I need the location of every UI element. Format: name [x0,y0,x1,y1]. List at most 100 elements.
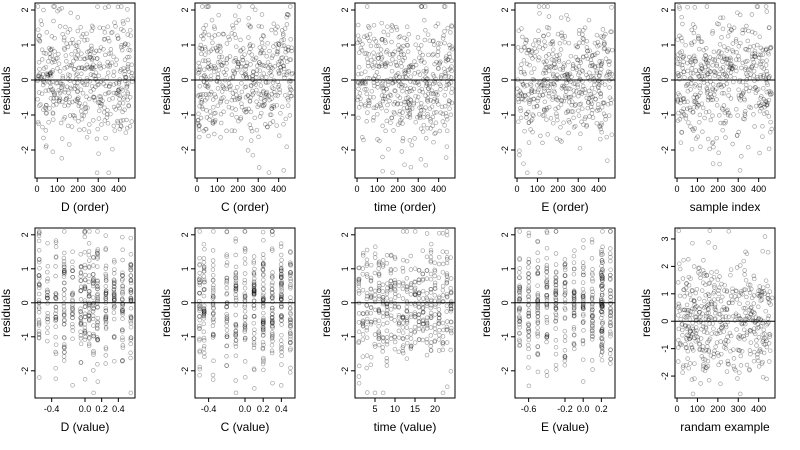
data-point [279,55,284,61]
data-point [749,12,755,17]
data-point [522,84,527,89]
data-point [384,342,390,347]
data-point [744,362,750,368]
data-point [84,82,90,88]
data-point [444,303,450,309]
data-point [256,134,261,140]
data-point [240,46,246,51]
data-point [201,241,207,247]
data-point [449,90,454,95]
data-point [565,74,570,79]
data-point [404,289,410,294]
data-point [364,87,369,92]
data-point [284,12,290,17]
data-point [556,59,562,64]
data-point [52,35,57,41]
data-point [84,94,89,100]
data-point [689,60,694,65]
data-point [444,114,449,119]
data-point [279,353,284,359]
data-point [588,63,593,69]
data-point [372,288,378,294]
data-point [93,64,98,69]
data-point [553,326,558,331]
data-point [86,252,92,258]
y-tick-label: -2 [660,146,670,154]
data-point [77,65,82,71]
data-point [552,89,557,95]
data-point [407,115,413,120]
data-point [91,95,96,100]
data-point [380,98,386,104]
y-tick-label: 1 [180,266,190,271]
data-point [224,285,230,291]
data-point [95,100,101,105]
data-point [195,121,201,126]
data-point [248,95,253,100]
data-point [711,326,716,331]
data-point [425,32,431,37]
data-point [396,43,401,48]
data-point [70,383,75,388]
data-point [428,333,434,338]
data-point [212,131,217,137]
data-point [376,294,382,299]
data-point [115,88,121,93]
data-point [726,93,731,98]
data-point [445,25,451,31]
data-point [418,111,423,117]
data-point [447,54,452,60]
data-point [198,92,204,97]
data-point [435,21,441,26]
data-point [214,78,220,84]
data-point [762,234,768,239]
data-point [77,56,83,62]
data-point [766,146,772,152]
data-point [676,110,681,116]
data-point [111,82,117,87]
data-point [41,135,46,141]
data-point [524,115,529,120]
data-point [62,89,68,95]
data-point [264,54,269,59]
data-point [596,63,601,69]
data-point [74,84,80,89]
data-point [751,44,757,49]
data-point [517,152,522,158]
data-point [113,107,118,112]
data-point [526,354,532,360]
x-tick-label: 0.2 [95,404,108,414]
data-point [280,63,286,69]
data-point [221,95,226,100]
data-point [111,90,117,96]
data-point [393,59,399,65]
data-point [693,68,698,73]
data-point [565,108,571,114]
data-point [765,316,771,321]
data-point [364,247,370,253]
data-point [448,30,453,35]
data-point [420,301,426,306]
data-point [701,258,706,263]
y-tick-label: 0 [180,77,190,82]
data-point [57,99,62,104]
data-point [279,43,285,48]
data-point [438,76,444,81]
data-point [269,73,274,78]
data-point [536,38,542,43]
data-point [532,89,537,95]
data-point [748,340,754,345]
data-point [265,40,270,46]
data-point [89,57,95,63]
data-point [124,83,130,89]
data-point [45,71,50,77]
data-point [706,67,711,73]
data-point [63,97,69,102]
data-point [597,107,602,113]
data-point [449,86,455,91]
data-point [94,56,100,62]
data-point [364,4,370,9]
data-point [408,97,413,102]
data-point [88,48,94,53]
data-point [67,27,73,32]
